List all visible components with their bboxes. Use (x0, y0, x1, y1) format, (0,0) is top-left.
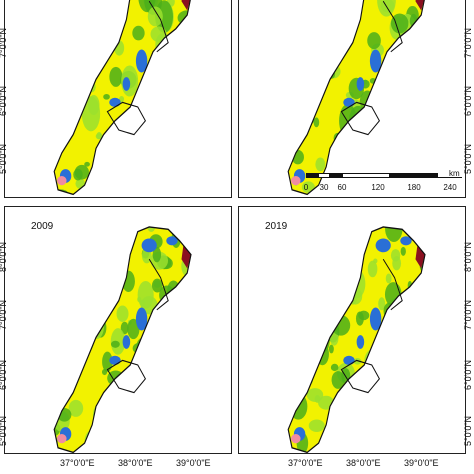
latitude-label: 7°0'0"N (0, 299, 8, 330)
map-panel-bottom-left: 2009 (4, 206, 232, 454)
map-panel-top-left (4, 0, 232, 198)
scale-tick: 60 (337, 183, 347, 192)
longitude-label: 38°0'0"E (118, 458, 153, 468)
latitude-label: 5°0'0"N (463, 415, 473, 446)
latitude-label: 6°0'0"N (463, 359, 473, 390)
latitude-label: 5°0'0"N (0, 143, 8, 174)
longitude-label: 39°0'0"E (176, 458, 211, 468)
latitude-label: 5°0'0"N (0, 415, 8, 446)
panel-year-label: 2009 (31, 221, 54, 232)
longitude-label: 37°0'0"E (288, 458, 323, 468)
scale-bar: 0 30 60 120 180 240 km (303, 169, 465, 197)
land-cover-map (287, 226, 426, 453)
latitude-label: 7°0'0"N (463, 27, 473, 58)
land-cover-map (287, 0, 426, 196)
land-cover-map (53, 0, 192, 196)
latitude-label: 6°0'0"N (0, 359, 8, 390)
latitude-label: 5°0'0"N (463, 143, 473, 174)
latitude-label: 8°0'0"N (463, 241, 473, 272)
study-area-shape (287, 226, 426, 453)
longitude-label: 39°0'0"E (404, 458, 439, 468)
scale-unit: km (449, 169, 460, 178)
latitude-label: 8°0'0"N (0, 241, 8, 272)
land-cover-map (53, 226, 192, 453)
scale-tick: 30 (319, 183, 329, 192)
latitude-label: 6°0'0"N (463, 85, 473, 116)
longitude-label: 37°0'0"E (60, 458, 95, 468)
map-panel-top-right: 0 30 60 120 180 240 km (238, 0, 466, 198)
scale-tick: 180 (407, 183, 421, 192)
longitude-label: 38°0'0"E (346, 458, 381, 468)
scale-tick: 240 (443, 183, 457, 192)
scale-tick: 120 (371, 183, 385, 192)
study-area-shape (53, 0, 192, 196)
study-area-shape (53, 226, 192, 453)
latitude-label: 7°0'0"N (463, 299, 473, 330)
panel-year-label: 2019 (265, 221, 288, 232)
map-panel-bottom-right: 2019 (238, 206, 466, 454)
latitude-label: 6°0'0"N (0, 85, 8, 116)
scale-tick: 0 (303, 183, 309, 192)
latitude-label: 7°0'0"N (0, 27, 8, 58)
